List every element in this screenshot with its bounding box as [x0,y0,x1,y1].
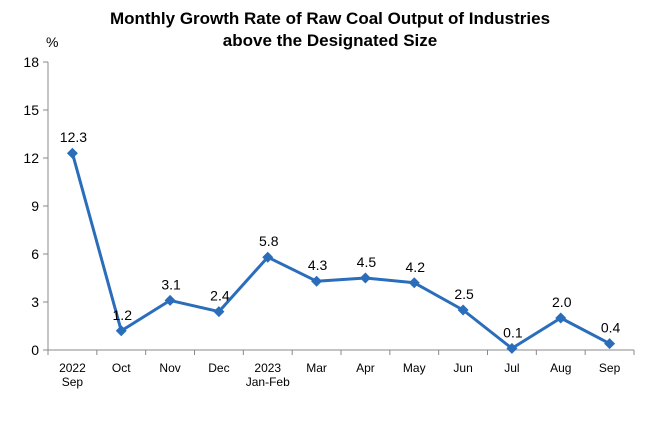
y-tick-label: 6 [31,246,39,262]
data-point-marker [408,277,420,289]
x-tick-label: Jul [504,361,519,375]
x-tick-label: 2022 [59,361,86,375]
y-tick-label: 3 [31,294,39,310]
x-tick-label: Sep [62,375,84,389]
y-tick-label: 9 [31,198,39,214]
y-tick-label: 0 [31,342,39,358]
y-axis-unit-label: % [46,34,58,50]
y-tick-label: 18 [23,54,39,70]
x-tick-label: Nov [159,361,180,375]
data-labels: 12.3 1.2 3.1 2.4 5.8 4.3 4.5 4.2 2.5 0.1 2.0 0.4 [60,129,621,340]
data-point-marker [262,251,274,263]
x-tick-label: 2023 [254,361,281,375]
series-layer [66,147,616,354]
data-label: 12.3 [60,129,87,145]
data-label: 0.1 [503,324,523,340]
x-tick-label: May [403,361,426,375]
x-tick-label: Sep [599,361,621,375]
data-label: 4.3 [308,257,328,273]
data-point-marker [604,338,616,350]
data-point-marker [506,342,518,354]
x-tick-label: Mar [306,361,327,375]
chart-title-line-2: above the Designated Size [222,31,438,50]
data-point-marker [555,312,567,324]
x-tick-label: Jun [453,361,472,375]
chart-title: Monthly Growth Rate of Raw Coal Output o… [0,8,660,52]
data-point-marker [213,306,225,318]
data-point-marker [164,294,176,306]
data-point-marker [359,272,371,284]
x-tick-label: Oct [112,361,131,375]
x-tick-label: Apr [356,361,375,375]
y-tick-label: 15 [23,102,39,118]
data-label: 0.4 [601,320,621,336]
data-label: 4.2 [406,259,426,275]
data-label: 5.8 [259,233,279,249]
data-label: 2.4 [210,288,230,304]
data-label: 2.0 [552,294,572,310]
data-label: 3.1 [161,276,181,292]
y-tick-label: 12 [23,150,39,166]
series-line [70,152,611,350]
data-label: 1.2 [113,307,133,323]
data-point-marker [457,304,469,316]
chart-title-line-1: Monthly Growth Rate of Raw Coal Output o… [109,9,551,28]
x-tick-label: Jan-Feb [246,375,290,389]
data-label: 2.5 [454,286,474,302]
data-point-marker [311,275,323,287]
x-tick-label: Dec [208,361,229,375]
data-point-marker [115,325,127,337]
x-tick-label: Aug [550,361,571,375]
data-label: 4.5 [357,254,377,270]
data-point-marker [66,147,78,159]
